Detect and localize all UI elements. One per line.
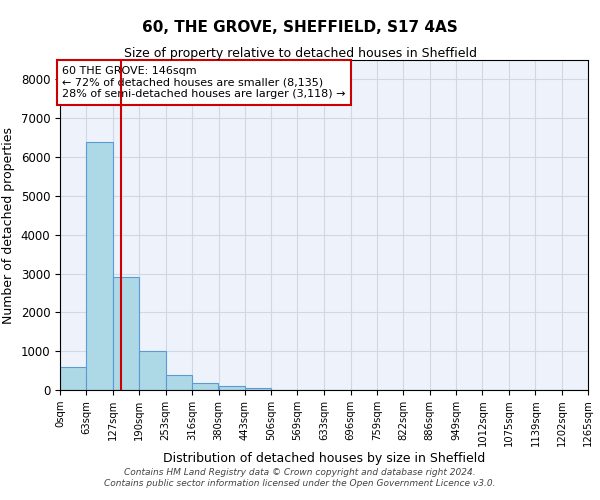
Bar: [60, 368, 86, 390]
X-axis label: Distribution of detached houses by size in Sheffield: Distribution of detached houses by size …: [163, 452, 485, 465]
Text: 60, THE GROVE, SHEFFIELD, S17 4AS: 60, THE GROVE, SHEFFIELD, S17 4AS: [142, 20, 458, 35]
Bar: [86, 142, 113, 390]
Bar: [192, 384, 218, 390]
Bar: [166, 375, 192, 390]
Bar: [218, 386, 245, 390]
Text: Contains HM Land Registry data © Crown copyright and database right 2024.
Contai: Contains HM Land Registry data © Crown c…: [104, 468, 496, 487]
Bar: [139, 351, 166, 390]
Text: Size of property relative to detached houses in Sheffield: Size of property relative to detached ho…: [124, 48, 476, 60]
Text: 60 THE GROVE: 146sqm
← 72% of detached houses are smaller (8,135)
28% of semi-de: 60 THE GROVE: 146sqm ← 72% of detached h…: [62, 66, 346, 99]
Y-axis label: Number of detached properties: Number of detached properties: [2, 126, 15, 324]
Bar: [113, 276, 139, 390]
Bar: [245, 388, 271, 390]
